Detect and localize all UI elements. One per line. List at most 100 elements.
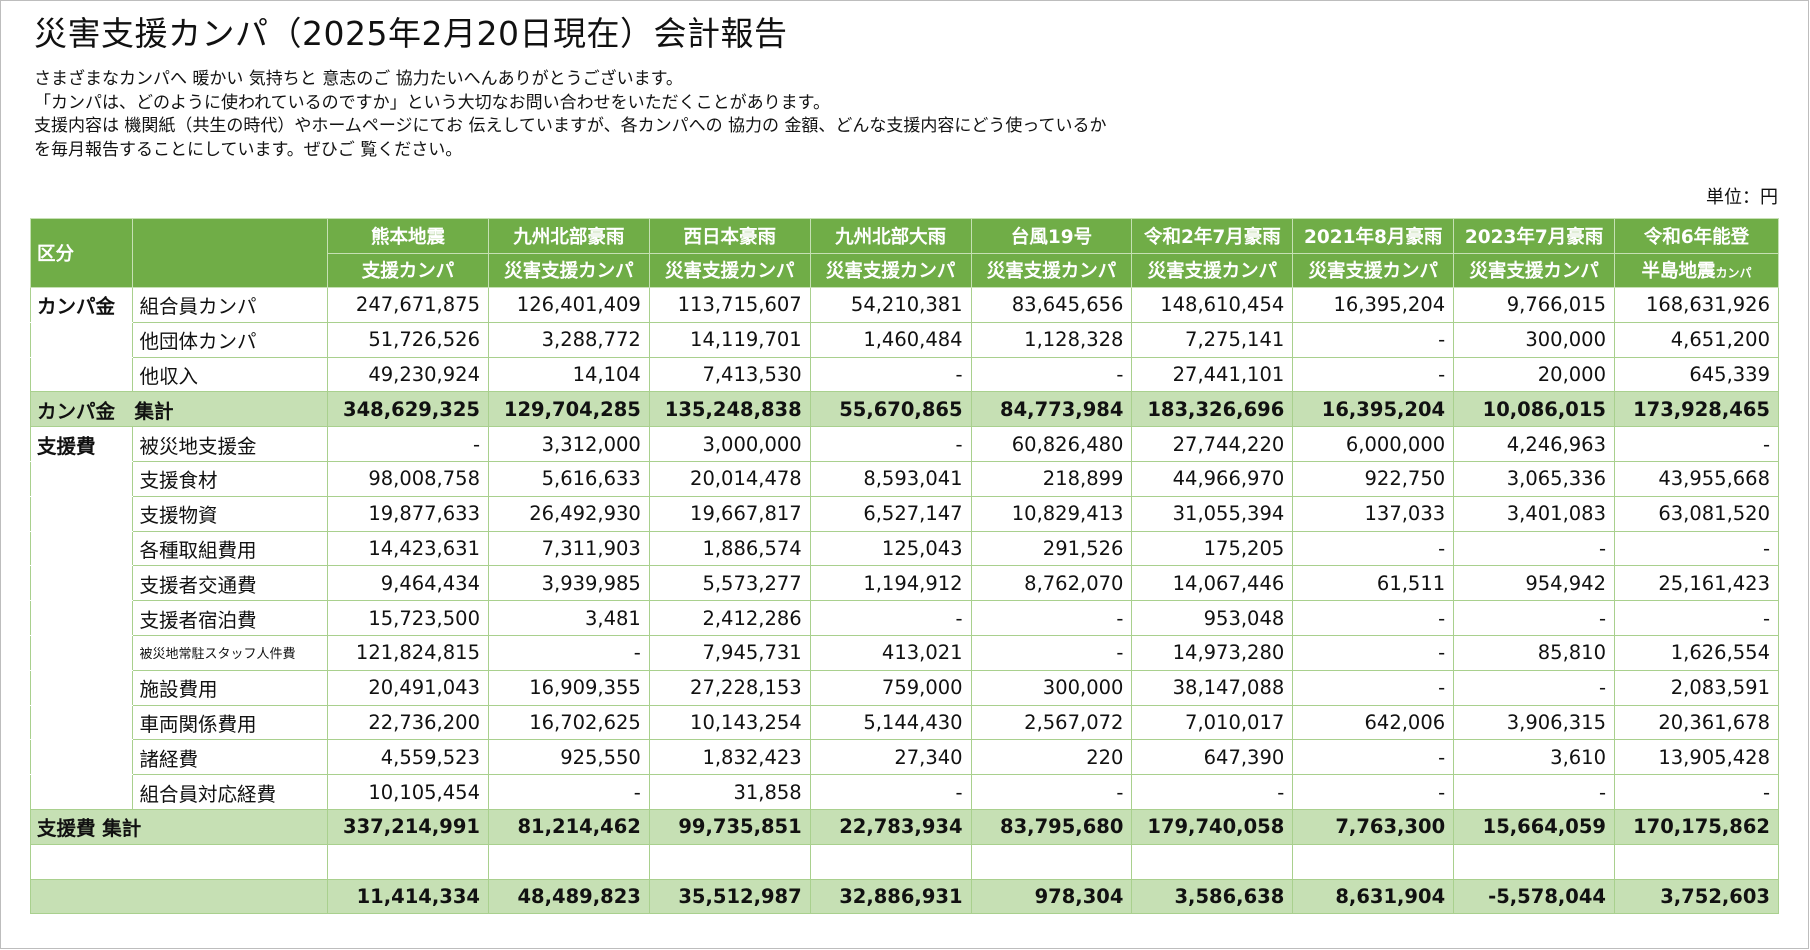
value-cell: 98,008,758: [327, 460, 489, 497]
blank-cell: [1614, 843, 1779, 880]
value-cell: 20,491,043: [327, 669, 489, 706]
row-label: 支援食材: [132, 460, 329, 497]
intro-line: 「カンパは、どのように使われているのですか」という大切なお問い合わせをいただくこ…: [34, 92, 830, 113]
category-cell: [29, 321, 134, 358]
value-cell: 148,610,454: [1131, 287, 1294, 323]
blank-cell: [1453, 843, 1615, 880]
table-row: カンパ金 組合員カンパ 247,671,875 126,401,409 113,715,…: [29, 287, 1779, 323]
value-cell: 25,161,423: [1614, 565, 1779, 602]
value-cell: 3,401,083: [1453, 495, 1615, 532]
value-cell: 1,832,423: [648, 739, 811, 776]
value-cell: -: [970, 634, 1133, 671]
value-cell: 3,065,336: [1453, 460, 1615, 497]
value-cell: -: [1453, 774, 1615, 810]
balance-value: 48,489,823: [487, 878, 650, 915]
subtotal-row: カンパ金 集計 348,629,325 129,704,285 135,248,838…: [29, 391, 1779, 428]
subtotal-value: 99,735,851: [648, 808, 811, 845]
blank-cell: [487, 843, 650, 880]
value-cell: 27,228,153: [648, 669, 811, 706]
value-cell: 1,460,484: [809, 321, 972, 358]
value-cell: 300,000: [970, 669, 1133, 706]
value-cell: 4,559,523: [327, 739, 489, 776]
value-cell: -: [1614, 774, 1779, 810]
header-kubun: 区分: [29, 218, 134, 288]
category-cell: [29, 600, 134, 636]
value-cell: 7,311,903: [487, 530, 650, 567]
table-row: 組合員対応経費 10,105,454-31,858- - - - - -: [29, 774, 1779, 810]
value-cell: -: [1453, 669, 1615, 706]
subtotal-value: 173,928,465: [1614, 391, 1779, 428]
balance-value: 3,752,603: [1614, 878, 1779, 915]
table-row: 被災地常駐スタッフ人件費 121,824,815-7,945,731 413,021…: [29, 634, 1779, 671]
subtotal-value: 129,704,285: [487, 391, 650, 428]
value-cell: 925,550: [487, 739, 650, 776]
value-cell: -: [1292, 321, 1455, 358]
value-cell: -: [970, 600, 1133, 636]
category-cell: 支援費: [29, 426, 134, 462]
value-cell: -: [809, 774, 972, 810]
value-cell: 413,021: [809, 634, 972, 671]
subtotal-value: 7,763,300: [1292, 808, 1455, 845]
category-cell: [29, 634, 134, 671]
row-label: 支援物資: [132, 495, 329, 532]
value-cell: 1,194,912: [809, 565, 972, 602]
value-cell: -: [1292, 356, 1455, 393]
blank-cell: [970, 843, 1133, 880]
header-row: 区分 熊本地震 九州北部豪雨 西日本豪雨 九州北部大雨 台風19号 令和2年7月…: [29, 218, 1779, 288]
value-cell: 642,006: [1292, 704, 1455, 741]
value-cell: -: [1292, 669, 1455, 706]
table-row: 支援者宿泊費 15,723,500 3,481 2,412,286- -953,048-…: [29, 600, 1779, 636]
header-col-4-line1: 九州北部大雨: [809, 218, 972, 254]
value-cell: 26,492,930: [487, 495, 650, 532]
value-cell: -: [1614, 600, 1779, 636]
value-cell: -: [970, 356, 1133, 393]
value-cell: 6,527,147: [809, 495, 972, 532]
table-row: 支援食材 98,008,758 5,616,633 20,014,478 8,593,0…: [29, 460, 1779, 497]
table-row: 車両関係費用 22,736,200 16,702,625 10,143,254 5,14…: [29, 704, 1779, 741]
row-label: 車両関係費用: [132, 704, 329, 741]
category-cell: [29, 739, 134, 776]
category-cell: [29, 530, 134, 567]
value-cell: -: [809, 600, 972, 636]
value-cell: 54,210,381: [809, 287, 972, 323]
value-cell: -: [1292, 634, 1455, 671]
value-cell: -: [487, 774, 650, 810]
value-cell: 20,000: [1453, 356, 1615, 393]
subtotal-value: 170,175,862: [1614, 808, 1779, 845]
blank-cell: [327, 843, 489, 880]
intro-line: を毎月報告することにしています。ぜひご 覧ください。: [34, 139, 463, 160]
category-cell: [29, 669, 134, 706]
value-cell: 19,667,817: [648, 495, 811, 532]
value-cell: 1,128,328: [970, 321, 1133, 358]
header-col-1-line2: 支援カンパ: [327, 252, 489, 288]
value-cell: 3,939,985: [487, 565, 650, 602]
blank-cell: [1131, 843, 1294, 880]
value-cell: 5,573,277: [648, 565, 811, 602]
value-cell: 3,610: [1453, 739, 1615, 776]
value-cell: 175,205: [1131, 530, 1294, 567]
value-cell: 22,736,200: [327, 704, 489, 741]
value-cell: 291,526: [970, 530, 1133, 567]
subtotal-value: 15,664,059: [1453, 808, 1615, 845]
subtotal-value: 84,773,984: [970, 391, 1133, 428]
balance-value: -5,578,044: [1453, 878, 1615, 915]
value-cell: 3,288,772: [487, 321, 650, 358]
value-cell: 7,413,530: [648, 356, 811, 393]
unit-label: 単位：円: [1706, 187, 1778, 208]
value-cell: 51,726,526: [327, 321, 489, 358]
value-cell: 5,144,430: [809, 704, 972, 741]
value-cell: -: [1614, 530, 1779, 567]
value-cell: 9,766,015: [1453, 287, 1615, 323]
subtotal-value: 10,086,015: [1453, 391, 1615, 428]
blank-cell: [1292, 843, 1455, 880]
header-col-6-line1: 令和2年7月豪雨: [1131, 218, 1294, 254]
row-label: 組合員カンパ: [132, 287, 329, 323]
value-cell: 27,340: [809, 739, 972, 776]
value-cell: 14,423,631: [327, 530, 489, 567]
balance-label: [29, 878, 329, 915]
subtotal-value: 337,214,991: [327, 808, 489, 845]
value-cell: 3,481: [487, 600, 650, 636]
subtotal-value: 348,629,325: [327, 391, 489, 428]
header-col-8-line2: 災害支援カンパ: [1453, 252, 1615, 288]
header-col-9-line2-main: 半島地震: [1641, 261, 1716, 283]
